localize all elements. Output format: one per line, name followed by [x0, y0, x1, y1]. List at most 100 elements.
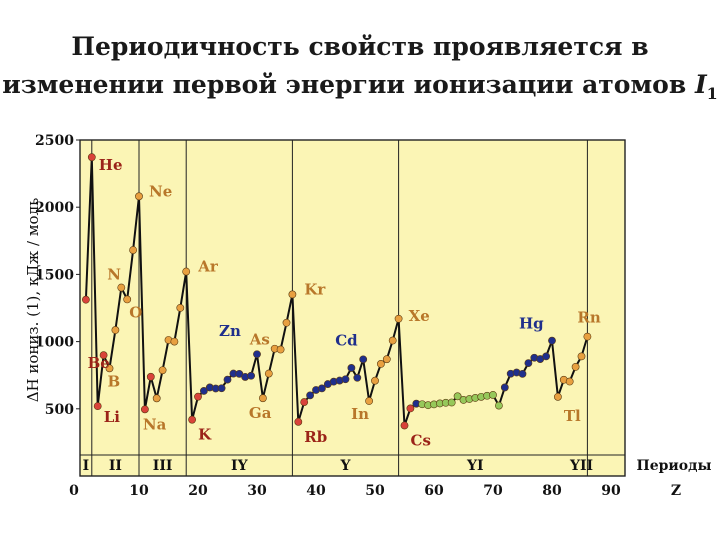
- x-tick-label: 20: [188, 483, 208, 499]
- data-point: [264, 369, 273, 378]
- data-point: [542, 352, 550, 361]
- data-point: [294, 417, 303, 426]
- element-label: He: [99, 156, 123, 174]
- data-point: [158, 366, 167, 375]
- data-point: [247, 371, 255, 380]
- data-point: [194, 392, 202, 401]
- y-tick-label: 2000: [35, 200, 74, 216]
- y-tick-label: 1000: [35, 335, 74, 351]
- data-point: [577, 352, 586, 361]
- period-label: III: [153, 458, 173, 474]
- x-tick-label: 40: [306, 483, 326, 499]
- x-tick-label: 50: [365, 483, 385, 499]
- element-label: Ga: [249, 404, 272, 422]
- data-point: [400, 421, 409, 430]
- x-tick-label: 60: [424, 483, 444, 499]
- data-point: [306, 391, 314, 400]
- element-label: K: [198, 426, 212, 444]
- y-axis-label: ΔH иониз. (1), кДж / моль: [24, 198, 42, 403]
- element-label: N: [107, 266, 121, 284]
- data-point: [282, 318, 291, 327]
- element-label: Be: [88, 354, 110, 372]
- period-heading-label: Периоды: [636, 458, 711, 474]
- title-symbol: I: [694, 70, 707, 99]
- data-point: [170, 337, 179, 346]
- data-point: [300, 398, 309, 406]
- data-point: [347, 364, 356, 372]
- data-point: [288, 290, 297, 299]
- data-point: [182, 267, 191, 276]
- data-point: [129, 246, 137, 254]
- x-tick-label: 0: [69, 483, 79, 499]
- data-point: [258, 394, 267, 403]
- data-point: [188, 415, 196, 424]
- data-point: [93, 402, 102, 411]
- data-point: [140, 405, 149, 414]
- title-subscript: 1: [706, 84, 718, 103]
- element-label: Rb: [304, 428, 327, 446]
- data-point: [494, 401, 503, 410]
- x-axis-label: Z: [671, 483, 681, 499]
- period-label: YII: [569, 458, 593, 474]
- data-point: [453, 392, 462, 401]
- data-point: [82, 295, 90, 304]
- data-point: [571, 362, 580, 371]
- data-point: [394, 314, 403, 323]
- element-label: Na: [143, 415, 167, 433]
- y-tick-label: 500: [45, 402, 74, 418]
- data-point: [152, 394, 161, 403]
- period-label: II: [109, 458, 122, 474]
- data-point: [276, 345, 285, 354]
- element-label: Ne: [149, 182, 172, 200]
- element-label: Xe: [409, 307, 430, 325]
- y-tick-label: 1500: [35, 267, 74, 283]
- data-point: [123, 295, 132, 304]
- data-point: [524, 359, 533, 368]
- data-point: [176, 303, 185, 312]
- x-tick-label: 10: [129, 483, 149, 499]
- data-point: [135, 192, 143, 201]
- data-point: [376, 360, 385, 368]
- period-label: Y: [340, 458, 352, 474]
- data-point: [87, 153, 96, 162]
- element-label: Cd: [335, 331, 358, 349]
- period-label: IY: [231, 458, 249, 474]
- element-label: Cs: [411, 431, 431, 449]
- x-tick-label: 30: [247, 483, 267, 499]
- data-point: [359, 355, 368, 364]
- data-point: [489, 391, 497, 399]
- data-point: [518, 369, 527, 378]
- data-point: [382, 355, 391, 364]
- x-tick-label: 90: [601, 483, 621, 499]
- period-label: YI: [466, 458, 484, 474]
- element-label: Kr: [304, 280, 326, 298]
- element-label: Hg: [519, 315, 544, 333]
- title-line-1: Периодичность свойств проявляется в: [71, 32, 649, 61]
- data-point: [500, 383, 509, 392]
- period-label: I: [83, 458, 90, 474]
- plot-area: [79, 139, 626, 477]
- element-label: O: [129, 303, 142, 321]
- y-tick-label: 2500: [35, 133, 74, 149]
- element-label: B: [108, 372, 121, 390]
- element-label: Ar: [197, 258, 219, 276]
- data-point: [406, 404, 415, 413]
- title-line-2: изменении первой энергии ионизации атомо…: [0, 66, 720, 113]
- data-point: [105, 364, 114, 373]
- data-point: [548, 336, 556, 345]
- element-label: Rn: [577, 309, 600, 327]
- element-label: As: [249, 331, 270, 349]
- x-tick-label: 70: [483, 483, 503, 499]
- element-label: Li: [104, 408, 121, 426]
- element-label: Zn: [219, 322, 241, 340]
- data-point: [253, 350, 261, 359]
- data-point: [554, 392, 562, 401]
- data-point: [146, 372, 155, 381]
- data-point: [353, 373, 362, 382]
- data-point: [111, 326, 120, 334]
- data-point: [223, 375, 232, 384]
- data-point: [217, 384, 226, 393]
- data-point: [199, 387, 208, 395]
- data-point: [371, 376, 379, 385]
- data-point: [447, 398, 456, 407]
